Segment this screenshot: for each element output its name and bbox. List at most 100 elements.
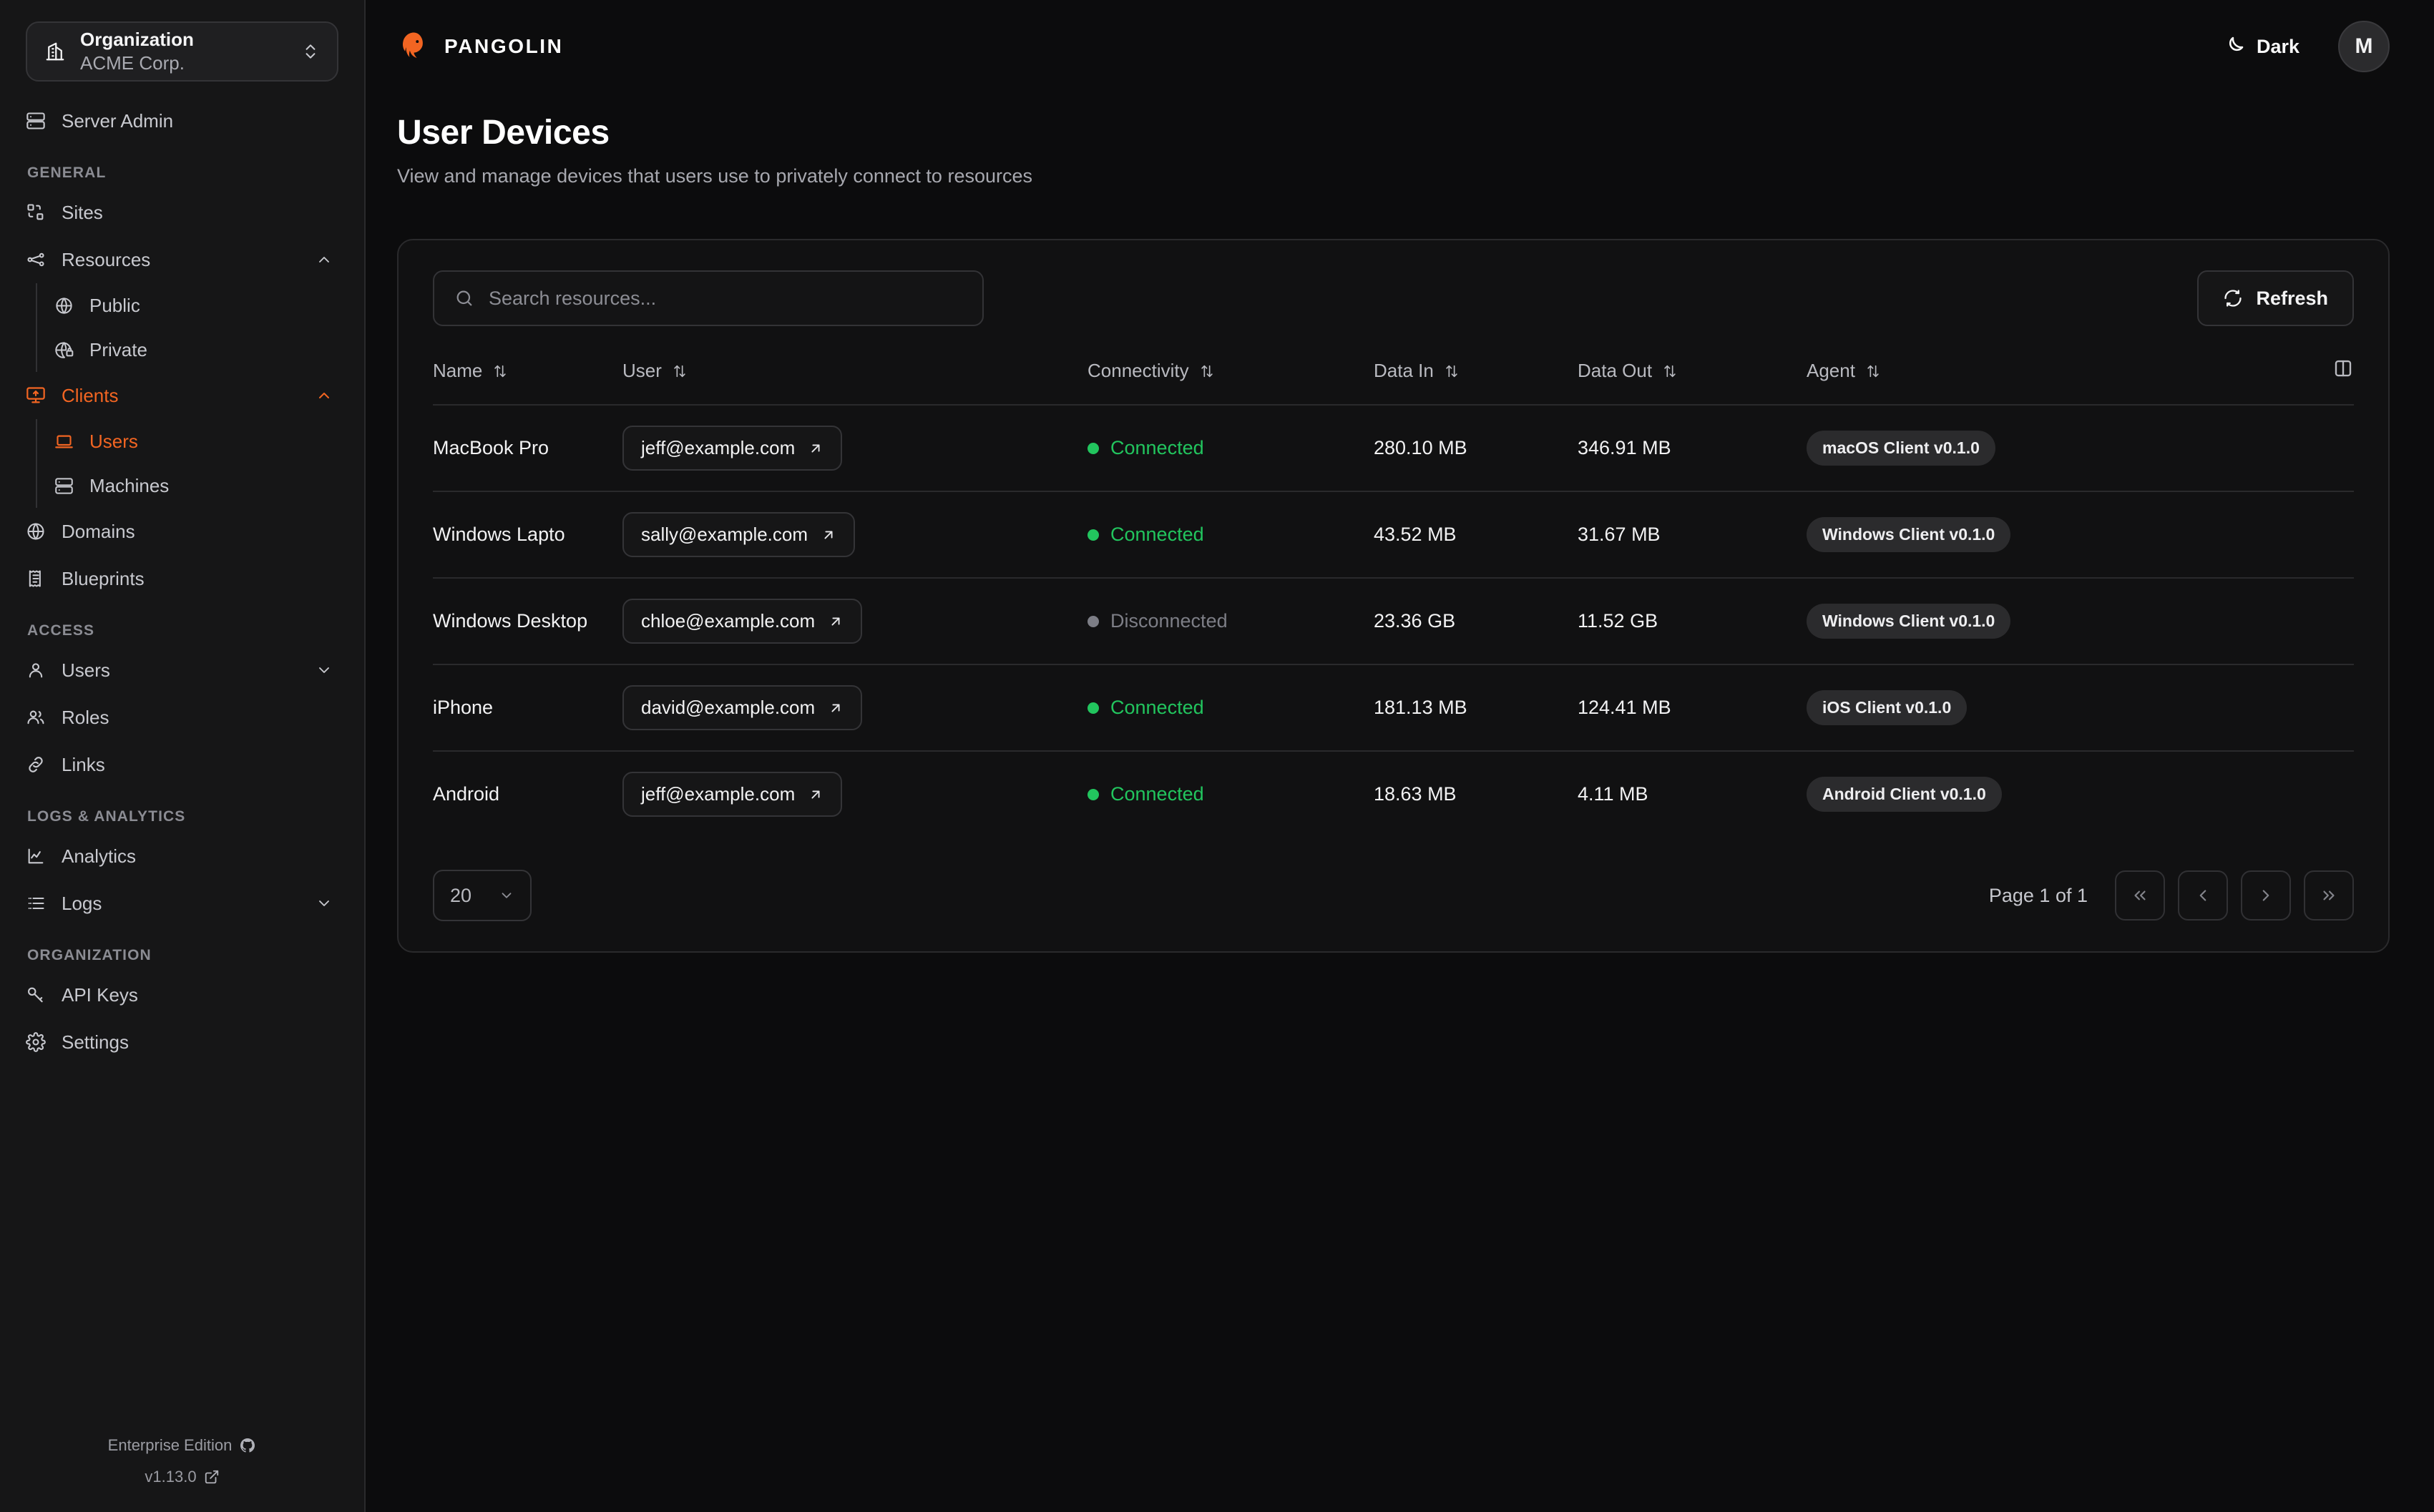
first-page-button[interactable] bbox=[2115, 870, 2165, 921]
sidebar-item-label: API Keys bbox=[62, 983, 138, 1006]
list-icon bbox=[26, 893, 46, 913]
page-description: View and manage devices that users use t… bbox=[397, 165, 1032, 187]
user-chip[interactable]: sally@example.com bbox=[622, 512, 856, 557]
sidebar-item-logs[interactable]: Logs bbox=[26, 880, 338, 927]
column-header-data-in[interactable]: Data In bbox=[1374, 348, 1578, 405]
table-row[interactable]: Windows Lapto sally@example.com bbox=[433, 491, 2354, 578]
page-size-select[interactable]: 20 bbox=[433, 870, 532, 921]
cell-agent: iOS Client v0.1.0 bbox=[1807, 664, 2304, 751]
sidebar-subnav-clients: Users Machines bbox=[36, 419, 338, 508]
column-header-agent[interactable]: Agent bbox=[1807, 348, 2304, 405]
chevron-down-icon[interactable] bbox=[316, 662, 333, 679]
cell-user: jeff@example.com bbox=[622, 404, 1088, 491]
cell-data-in: 280.10 MB bbox=[1374, 404, 1578, 491]
column-header-connectivity[interactable]: Connectivity bbox=[1088, 348, 1374, 405]
theme-toggle[interactable]: Dark bbox=[2222, 35, 2299, 58]
sidebar-item-private[interactable]: Private bbox=[54, 328, 338, 372]
cell-spacer bbox=[2304, 750, 2354, 837]
search-input[interactable] bbox=[489, 287, 962, 310]
resources-icon bbox=[26, 250, 46, 270]
sidebar-item-label: Logs bbox=[62, 892, 102, 914]
laptop-icon bbox=[54, 432, 74, 451]
pagination-buttons bbox=[2115, 870, 2354, 921]
status-label: Disconnected bbox=[1110, 610, 1228, 632]
sidebar-item-analytics[interactable]: Analytics bbox=[26, 833, 338, 880]
table-row[interactable]: MacBook Pro jeff@example.com bbox=[433, 404, 2354, 491]
user-chip[interactable]: chloe@example.com bbox=[622, 599, 863, 644]
sidebar-item-settings[interactable]: Settings bbox=[26, 1018, 338, 1066]
cell-connectivity: Disconnected bbox=[1088, 577, 1374, 664]
sidebar-item-clients[interactable]: Clients bbox=[26, 372, 338, 419]
org-switcher[interactable]: Organization ACME Corp. bbox=[26, 21, 338, 82]
page-indicator: Page 1 of 1 bbox=[1988, 884, 2088, 906]
table-row[interactable]: Android jeff@example.com bbox=[433, 750, 2354, 837]
page-content: User Devices View and manage devices tha… bbox=[366, 93, 2434, 953]
building-icon bbox=[44, 41, 66, 62]
sidebar-item-sites[interactable]: Sites bbox=[26, 189, 338, 236]
edition-link[interactable]: Enterprise Edition bbox=[108, 1436, 257, 1455]
sidebar-item-server-admin[interactable]: Server Admin bbox=[26, 97, 338, 144]
column-header-data-out[interactable]: Data Out bbox=[1578, 348, 1807, 405]
arrow-up-right-icon bbox=[808, 787, 823, 802]
chevron-down-icon[interactable] bbox=[316, 895, 333, 912]
table-row[interactable]: iPhone david@example.com bbox=[433, 664, 2354, 751]
sidebar-item-links[interactable]: Links bbox=[26, 741, 338, 788]
version-link[interactable]: v1.13.0 bbox=[145, 1468, 219, 1486]
topbar: PANGOLIN Dark M bbox=[366, 0, 2434, 93]
sort-arrows-icon bbox=[1662, 363, 1678, 379]
sidebar-item-users-access[interactable]: Users bbox=[26, 647, 338, 694]
sidebar-item-blueprints[interactable]: Blueprints bbox=[26, 555, 338, 602]
search-box[interactable] bbox=[433, 270, 984, 326]
sidebar-item-label: Machines bbox=[89, 474, 170, 496]
last-page-button[interactable] bbox=[2304, 870, 2354, 921]
cell-agent: Windows Client v0.1.0 bbox=[1807, 491, 2304, 578]
cell-name: iPhone bbox=[433, 664, 622, 751]
column-options-button[interactable] bbox=[2304, 348, 2354, 405]
agent-badge: macOS Client v0.1.0 bbox=[1807, 431, 1995, 466]
sidebar-item-api-keys[interactable]: API Keys bbox=[26, 971, 338, 1018]
status-badge: Disconnected bbox=[1088, 610, 1228, 632]
sidebar-item-roles[interactable]: Roles bbox=[26, 694, 338, 741]
pagination: 20 Page 1 of 1 bbox=[433, 870, 2354, 921]
previous-page-button[interactable] bbox=[2178, 870, 2228, 921]
table-row[interactable]: Windows Desktop chloe@example.com bbox=[433, 577, 2354, 664]
sidebar-item-domains[interactable]: Domains bbox=[26, 508, 338, 555]
next-page-button[interactable] bbox=[2241, 870, 2291, 921]
refresh-button[interactable]: Refresh bbox=[2197, 270, 2354, 326]
org-name: ACME Corp. bbox=[80, 52, 185, 74]
user-chip[interactable]: jeff@example.com bbox=[622, 772, 843, 817]
refresh-label: Refresh bbox=[2256, 287, 2328, 309]
sidebar-subnav-resources: Public Private bbox=[36, 283, 338, 372]
brand[interactable]: PANGOLIN bbox=[397, 29, 564, 64]
status-badge: Connected bbox=[1088, 437, 1204, 459]
user-chip[interactable]: jeff@example.com bbox=[622, 426, 843, 471]
sidebar-item-users-clients[interactable]: Users bbox=[54, 419, 338, 463]
chevron-up-icon[interactable] bbox=[316, 251, 333, 268]
sidebar-item-label: Blueprints bbox=[62, 567, 145, 589]
column-header-name[interactable]: Name bbox=[433, 348, 622, 405]
user-email: david@example.com bbox=[641, 697, 816, 718]
user-email: jeff@example.com bbox=[641, 783, 796, 805]
sidebar-item-machines[interactable]: Machines bbox=[54, 463, 338, 508]
sort-arrows-icon bbox=[492, 363, 508, 379]
server-icon bbox=[26, 111, 46, 131]
cell-connectivity: Connected bbox=[1088, 750, 1374, 837]
clients-monitor-icon bbox=[26, 386, 46, 406]
sidebar-item-resources[interactable]: Resources bbox=[26, 236, 338, 283]
table-head: Name User bbox=[433, 348, 2354, 405]
column-header-user[interactable]: User bbox=[622, 348, 1088, 405]
avatar[interactable]: M bbox=[2338, 21, 2390, 72]
column-label: Connectivity bbox=[1088, 360, 1189, 381]
main-content: PANGOLIN Dark M User Devices View and ma… bbox=[366, 0, 2434, 1512]
arrow-up-right-icon bbox=[821, 527, 836, 543]
table-body: MacBook Pro jeff@example.com bbox=[433, 404, 2354, 837]
cell-data-out: 124.41 MB bbox=[1578, 664, 1807, 751]
user-chip[interactable]: david@example.com bbox=[622, 685, 863, 730]
sidebar-item-label: Resources bbox=[62, 248, 151, 270]
sidebar-item-public[interactable]: Public bbox=[54, 283, 338, 328]
devices-table: Name User bbox=[433, 348, 2354, 837]
cell-connectivity: Connected bbox=[1088, 664, 1374, 751]
github-icon bbox=[239, 1437, 256, 1454]
sidebar-item-label: Private bbox=[89, 338, 147, 360]
chevron-up-icon[interactable] bbox=[316, 387, 333, 404]
